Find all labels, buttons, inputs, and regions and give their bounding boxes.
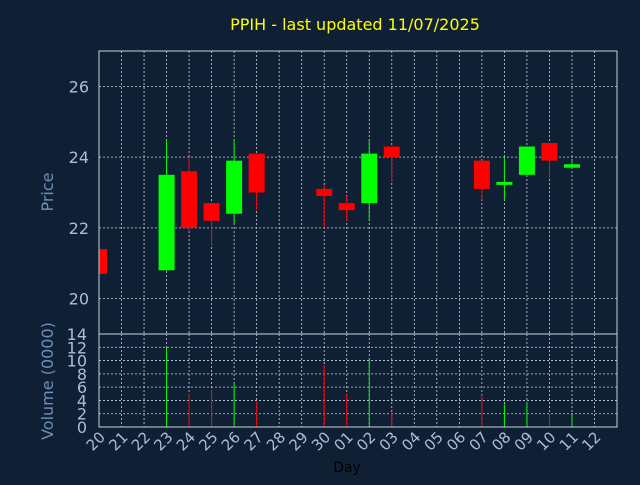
volume-y-tick-label: 0	[77, 418, 87, 437]
volume-y-tick-label: 8	[77, 365, 87, 384]
price-y-ticks: 20 22 24 26	[69, 77, 89, 308]
volume-y-tick-label: 10	[67, 352, 87, 371]
x-ticks: 2021222324252627282930010203040506070809…	[83, 428, 605, 454]
candle-body	[541, 142, 558, 161]
price-grid	[99, 51, 617, 334]
candle-body	[383, 146, 400, 158]
candle-body	[473, 160, 490, 189]
price-axis-label: Price	[38, 172, 57, 211]
candle-body	[158, 174, 175, 271]
candle-body	[361, 153, 378, 204]
volume-axis-label: Volume (0000)	[38, 322, 57, 440]
candles	[98, 139, 580, 274]
candle-body	[518, 146, 535, 175]
price-panel-frame	[98, 50, 618, 335]
candle-body	[563, 164, 580, 168]
x-axis-label: Day	[333, 460, 361, 476]
candle-body	[203, 203, 220, 221]
candle-body	[99, 249, 107, 274]
price-y-tick-label: 20	[69, 290, 89, 309]
price-y-tick-label: 22	[69, 219, 89, 238]
candle-body	[226, 160, 243, 214]
candle-body	[496, 181, 513, 185]
x-tick-label: 12	[578, 428, 604, 454]
volume-bars	[166, 347, 573, 427]
volume-y-tick-label: 2	[77, 405, 87, 424]
candle-body	[316, 188, 333, 197]
volume-y-tick-label: 6	[77, 378, 87, 397]
price-y-tick-label: 24	[69, 148, 89, 167]
candle-body	[181, 171, 198, 228]
volume-y-tick-label: 4	[77, 391, 87, 410]
volume-y-tick-label: 12	[67, 338, 87, 357]
chart-title: PPIH - last updated 11/07/2025	[230, 15, 480, 34]
volume-grid	[99, 333, 617, 428]
price-y-tick-label: 26	[69, 77, 89, 96]
candle-body	[338, 203, 355, 211]
candle-body	[248, 153, 265, 193]
volume-y-tick-label: 14	[67, 325, 87, 344]
volume-panel-frame	[98, 333, 618, 428]
